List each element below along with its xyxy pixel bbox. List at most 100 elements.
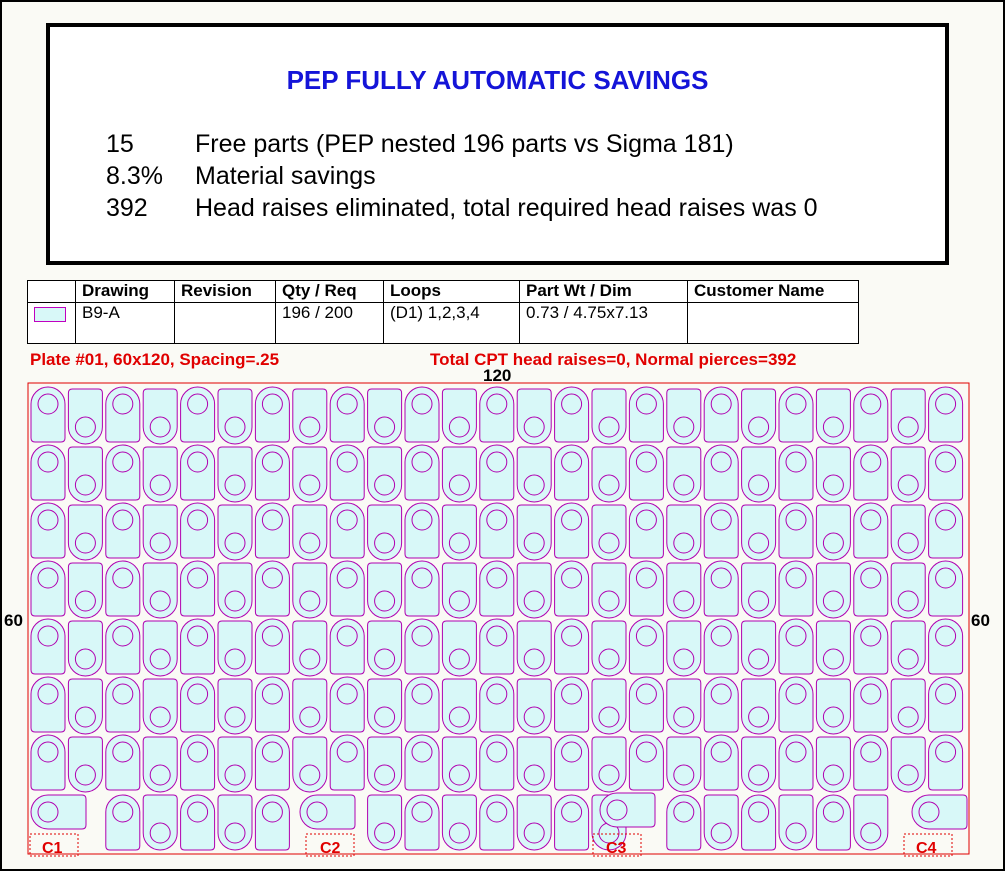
pierce-hole <box>187 451 209 473</box>
pierce-hole <box>299 648 321 670</box>
pierce-hole <box>561 625 583 647</box>
pierce-hole <box>336 393 358 415</box>
pierce-hole <box>561 567 583 589</box>
pierce-hole <box>635 741 657 763</box>
cell-revision <box>174 302 276 344</box>
pierce-hole <box>486 393 508 415</box>
pierce-hole <box>411 625 433 647</box>
pierce-hole <box>261 451 283 473</box>
corner-marker-box <box>305 833 355 857</box>
savings-row: 15 Free parts (PEP nested 196 parts vs Si… <box>106 130 734 159</box>
pierce-hole <box>261 801 283 823</box>
pierce-hole <box>74 532 96 554</box>
pierce-hole <box>37 509 59 531</box>
pierce-hole <box>860 509 882 531</box>
pierce-hole <box>336 567 358 589</box>
pierce-hole <box>523 764 545 786</box>
pierce-hole <box>224 822 246 844</box>
pierce-hole <box>149 416 171 438</box>
pierce-hole <box>673 764 695 786</box>
pierce-hole <box>374 416 396 438</box>
pierce-hole <box>822 474 844 496</box>
pierce-hole <box>74 764 96 786</box>
pierce-hole <box>448 416 470 438</box>
corner-marker-box <box>592 833 642 857</box>
pierce-hole <box>748 474 770 496</box>
pierce-hole <box>523 822 545 844</box>
pierce-hole <box>37 393 59 415</box>
pierce-hole <box>486 451 508 473</box>
pierce-hole <box>822 532 844 554</box>
pierce-hole <box>149 532 171 554</box>
pierce-hole <box>710 741 732 763</box>
pierce-hole <box>37 625 59 647</box>
savings-row: 392 Head raises eliminated, total require… <box>106 194 818 223</box>
pierce-hole <box>561 393 583 415</box>
pierce-hole <box>37 741 59 763</box>
pierce-hole <box>448 706 470 728</box>
table-header-part-wt: Part Wt / Dim <box>519 280 688 303</box>
pierce-hole <box>411 801 433 823</box>
pierce-hole <box>748 801 770 823</box>
pierce-hole <box>187 741 209 763</box>
savings-text: Free parts (PEP nested 196 parts vs Sigm… <box>195 130 734 158</box>
pierce-hole <box>785 393 807 415</box>
pierce-hole <box>785 567 807 589</box>
pierce-hole <box>374 706 396 728</box>
plate-stats-label: Total CPT head raises=0, Normal pierces=… <box>430 350 797 369</box>
table-row[interactable]: B9-A 196 / 200 (D1) 1,2,3,4 0.73 / 4.75x… <box>27 302 859 344</box>
pierce-hole <box>635 625 657 647</box>
pierce-hole <box>935 567 957 589</box>
pierce-hole <box>935 741 957 763</box>
plate-width-label: 120 <box>483 366 512 385</box>
pierce-hole <box>598 648 620 670</box>
pierce-hole <box>785 683 807 705</box>
pierce-hole <box>299 764 321 786</box>
pierce-hole <box>822 764 844 786</box>
pierce-hole <box>112 801 134 823</box>
savings-value: 392 <box>106 194 148 222</box>
savings-summary-box: PEP FULLY AUTOMATIC SAVINGS 15 Free parts… <box>46 23 949 265</box>
pierce-hole <box>935 683 957 705</box>
pierce-hole <box>561 509 583 531</box>
pierce-hole <box>523 648 545 670</box>
pierce-hole <box>448 822 470 844</box>
pierce-hole <box>785 625 807 647</box>
pierce-hole <box>523 416 545 438</box>
pierce-hole <box>635 683 657 705</box>
pierce-hole <box>411 509 433 531</box>
pierce-hole <box>748 532 770 554</box>
pierce-hole <box>918 801 940 823</box>
pierce-hole <box>710 509 732 531</box>
pierce-hole <box>299 706 321 728</box>
pierce-hole <box>448 532 470 554</box>
pierce-hole <box>261 509 283 531</box>
pierce-hole <box>112 625 134 647</box>
pierce-hole <box>411 741 433 763</box>
pierce-hole <box>224 706 246 728</box>
plate-height-label-left: 60 <box>4 611 23 630</box>
pierce-hole <box>37 683 59 705</box>
pierce-hole <box>935 393 957 415</box>
pierce-hole <box>710 822 732 844</box>
pierce-hole <box>411 683 433 705</box>
pierce-hole <box>261 567 283 589</box>
pierce-hole <box>448 590 470 612</box>
pierce-hole <box>336 625 358 647</box>
pierce-hole <box>336 451 358 473</box>
pierce-hole <box>224 648 246 670</box>
pierce-hole <box>785 822 807 844</box>
pierce-hole <box>112 683 134 705</box>
corner-label-c2: C2 <box>320 840 341 857</box>
pierce-hole <box>486 741 508 763</box>
pierce-hole <box>187 393 209 415</box>
pierce-hole <box>635 567 657 589</box>
pierce-hole <box>37 801 59 823</box>
pierce-hole <box>261 683 283 705</box>
pierce-hole <box>523 706 545 728</box>
pierce-hole <box>374 474 396 496</box>
pierce-hole <box>748 416 770 438</box>
pierce-hole <box>374 764 396 786</box>
pierce-hole <box>598 764 620 786</box>
